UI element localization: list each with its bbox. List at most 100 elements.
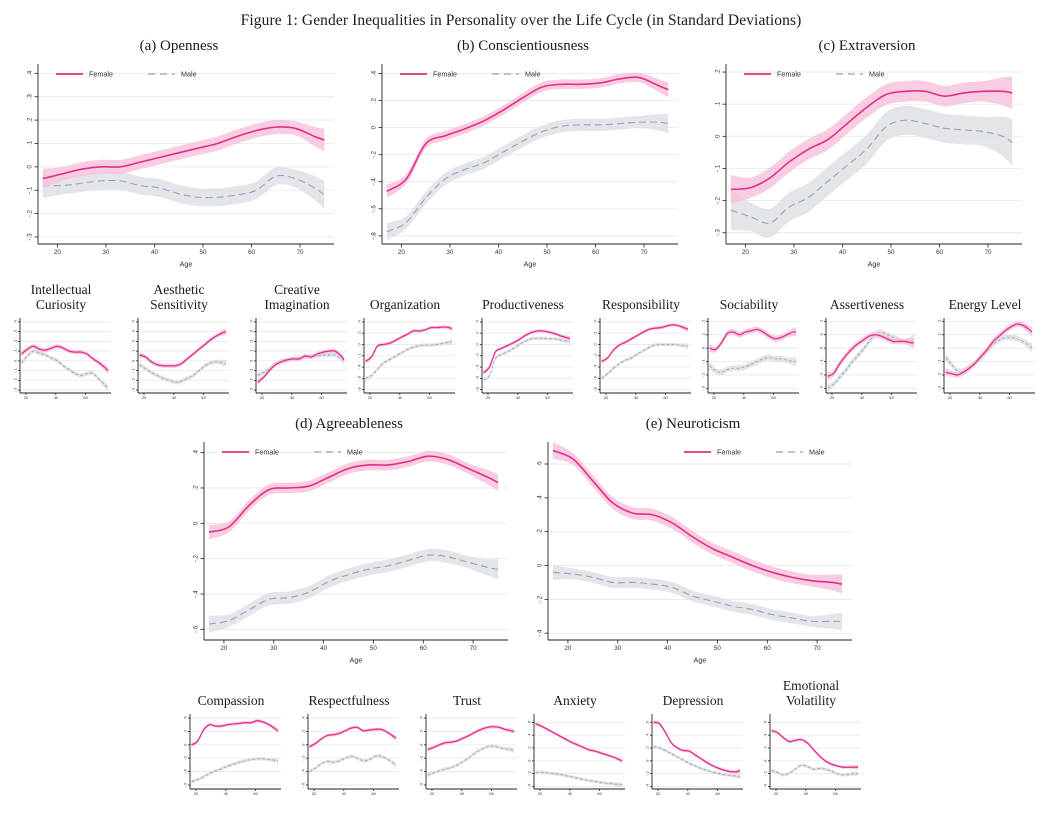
y-tick-label: .4 bbox=[193, 449, 200, 455]
male-curve bbox=[709, 357, 797, 373]
x-tick-label: 60 bbox=[420, 645, 428, 652]
x-tick-label: 40 bbox=[342, 791, 347, 796]
x-tick-label: 40 bbox=[398, 395, 403, 400]
y-tick-label: 0 bbox=[818, 346, 823, 349]
trust-chart: .4 .2 0 -.2 -.4 -.6 20 40 60 bbox=[418, 714, 517, 796]
y-tick-label: 0 bbox=[371, 125, 378, 129]
x-tick-label: 20 bbox=[486, 395, 491, 400]
y-tick-label: .1 bbox=[715, 101, 722, 107]
male-confidence-band bbox=[309, 754, 397, 774]
respectfulness-chart: .4 .2 0 -.2 -.4 -.6 20 40 60 bbox=[300, 714, 399, 796]
facet-anxiety: Anxiety .6 .4 .2 0 -.2 -.4 20 40 60 bbox=[522, 693, 628, 800]
y-tick-label: -.2 bbox=[526, 771, 531, 776]
y-tick-label: -.2 bbox=[182, 755, 187, 760]
y-tick-label: -.4 bbox=[537, 629, 544, 637]
facet-responsibility: Responsibility .4 .2 0 -.2 -.4 -.6 -.8 20 40 60 bbox=[588, 297, 694, 404]
female-confidence-band bbox=[42, 119, 325, 189]
female-curve bbox=[191, 720, 279, 746]
y-tick-label: .4 bbox=[300, 716, 305, 720]
x-tick-label: 30 bbox=[614, 645, 622, 652]
female-confidence-band bbox=[552, 442, 843, 594]
female-curve bbox=[827, 334, 915, 377]
female-confidence-band bbox=[771, 728, 859, 770]
panel-title-agreeableness: (d) Agreeableness bbox=[295, 416, 403, 432]
y-tick-label: .3 bbox=[130, 329, 135, 333]
facet-emotional-volatility: Emotional Volatility .6 .4 .2 0 -.2 -.4 20 40 60 bbox=[758, 678, 864, 800]
y-tick-label: -.1 bbox=[818, 358, 823, 363]
x-tick-label: 60 bbox=[489, 791, 494, 796]
x-tick-label: 40 bbox=[224, 791, 229, 796]
y-tick-label: -.1 bbox=[27, 186, 34, 194]
x-tick-label: 40 bbox=[54, 395, 59, 400]
female-curve bbox=[601, 324, 689, 363]
y-tick-label: .3 bbox=[12, 329, 17, 333]
x-tick-label: 70 bbox=[814, 645, 822, 652]
facet-title-compassion: Compassion bbox=[197, 692, 265, 708]
x-tick-label: 70 bbox=[985, 249, 993, 256]
y-tick-label: -.2 bbox=[700, 372, 705, 377]
extraversion-chart: .2 .1 0 -.1 -.2 -.3 20 30 40 50 60 70 Age Female Male bbox=[715, 64, 1022, 269]
female-confidence-band bbox=[827, 331, 915, 381]
y-tick-label: .4 bbox=[537, 495, 544, 501]
x-tick-label: 40 bbox=[686, 791, 691, 796]
x-tick-label: 50 bbox=[543, 249, 551, 256]
y-tick-label: -.1 bbox=[248, 367, 253, 372]
male-curve bbox=[730, 119, 1013, 224]
y-tick-label: -.1 bbox=[715, 164, 722, 172]
male-curve bbox=[42, 174, 325, 199]
x-tick-label: 30 bbox=[270, 645, 278, 652]
y-tick-label: -.2 bbox=[418, 755, 423, 760]
male-confidence-band bbox=[709, 354, 797, 376]
productiveness-chart: .4 .2 0 -.2 -.4 -.6 -.8 20 40 60 bbox=[474, 318, 573, 400]
y-tick-label: .3 bbox=[248, 329, 253, 333]
x-tick-label: 60 bbox=[83, 395, 88, 400]
female-confidence-band bbox=[21, 344, 109, 375]
y-tick-label: .4 bbox=[356, 320, 361, 324]
y-tick-label: -.1 bbox=[936, 358, 941, 363]
y-tick-label: .2 bbox=[526, 746, 531, 750]
y-tick-label: 0 bbox=[356, 343, 361, 346]
legend-male-label: Male bbox=[809, 448, 825, 457]
legend: Female Male bbox=[400, 70, 541, 79]
x-tick-label: 40 bbox=[290, 395, 295, 400]
y-tick-label: 0 bbox=[300, 743, 305, 746]
male-curve bbox=[427, 745, 515, 776]
y-tick-label: .2 bbox=[12, 339, 17, 343]
x-tick-label: 60 bbox=[319, 395, 324, 400]
y-tick-label: -.6 bbox=[356, 375, 361, 380]
panel-conscientiousness: (b) Conscientiousness .4 .2 0 -.2 -.4 -.6 -.8 20… bbox=[354, 38, 692, 404]
x-axis-label: Age bbox=[524, 260, 537, 269]
y-tick-label: -.3 bbox=[715, 229, 722, 237]
agreeableness-chart: .4 .2 0 -.2 -.4 -.6 20 30 40 50 60 70 Age Female Male bbox=[193, 442, 508, 665]
y-tick-label: .2 bbox=[248, 339, 253, 343]
y-tick-label: .2 bbox=[27, 117, 34, 123]
y-tick-label: 0 bbox=[474, 343, 479, 346]
y-tick-label: .2 bbox=[474, 331, 479, 335]
x-tick-label: 60 bbox=[592, 249, 600, 256]
facet-row-extraversion: Sociability .2.1 0 -.1 -.2 -.3 20 40 60 Assertive… bbox=[696, 276, 1038, 404]
female-curve bbox=[730, 90, 1013, 191]
y-tick-label: -.3 bbox=[27, 233, 34, 241]
x-tick-label: 60 bbox=[248, 249, 256, 256]
y-tick-label: .2 bbox=[130, 339, 135, 343]
legend: Female Male bbox=[222, 448, 363, 457]
y-tick-label: -.2 bbox=[592, 353, 597, 358]
panel-extraversion: (c) Extraversion .2 .1 0 -.1 -.2 -.3 20 30 40 50 60… bbox=[698, 38, 1036, 404]
panel-title-extraversion: (c) Extraversion bbox=[818, 38, 916, 54]
x-tick-label: 20 bbox=[260, 395, 265, 400]
x-tick-label: 30 bbox=[102, 249, 110, 256]
y-tick-label: .1 bbox=[12, 349, 17, 353]
y-tick-label: .4 bbox=[526, 733, 531, 737]
y-tick-label: -.6 bbox=[418, 782, 423, 787]
x-tick-label: 20 bbox=[948, 395, 953, 400]
facet-title-creative-imagination: Creative Imagination bbox=[264, 281, 330, 312]
facet-row-agreeableness: Compassion .4.2 0 -.2 -.4 -.6 20 40 60 Respectful… bbox=[178, 672, 520, 800]
y-tick-label: .2 bbox=[762, 746, 767, 750]
y-tick-label: .4 bbox=[644, 733, 649, 737]
facet-title-assertiveness: Assertiveness bbox=[829, 296, 905, 312]
male-curve bbox=[552, 571, 843, 623]
x-tick-label: 60 bbox=[597, 791, 602, 796]
y-tick-label: -.2 bbox=[356, 353, 361, 358]
y-tick-label: -.4 bbox=[371, 178, 378, 186]
y-tick-label: -.3 bbox=[130, 387, 135, 392]
